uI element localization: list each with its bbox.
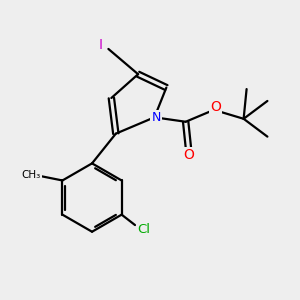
Text: CH₃: CH₃ [22, 169, 41, 179]
Text: O: O [183, 148, 194, 162]
Text: Cl: Cl [137, 223, 150, 236]
Text: O: O [210, 100, 221, 114]
Text: I: I [99, 38, 103, 52]
Text: N: N [151, 111, 160, 124]
